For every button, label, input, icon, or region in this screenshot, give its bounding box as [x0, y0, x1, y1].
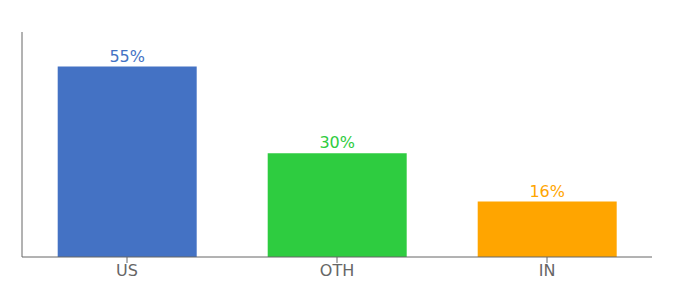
- svg-text:30%: 30%: [319, 133, 355, 152]
- svg-text:55%: 55%: [109, 47, 145, 66]
- svg-text:16%: 16%: [529, 182, 565, 201]
- svg-text:OTH: OTH: [320, 261, 354, 280]
- svg-text:IN: IN: [539, 261, 556, 280]
- svg-text:US: US: [116, 261, 138, 280]
